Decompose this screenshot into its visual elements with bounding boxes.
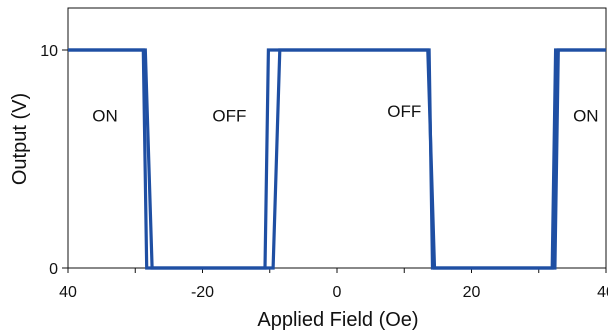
y-tick-label: 10 <box>40 43 58 60</box>
annotations: ON OFF OFF ON <box>92 102 598 125</box>
region-label: ON <box>573 106 599 125</box>
y-axis-title: Output (V) <box>9 93 31 185</box>
series-layer <box>68 48 606 270</box>
axis-titles: Applied Field (Oe) Output (V) <box>9 93 419 331</box>
x-tick-label: 40 <box>59 284 77 301</box>
region-label: OFF <box>212 106 246 125</box>
x-tick-label: 20 <box>463 284 481 301</box>
x-tick-label: 0 <box>333 284 342 301</box>
region-label: ON <box>92 106 118 125</box>
series-line-2 <box>68 48 606 270</box>
x-tick-label: -20 <box>191 284 214 301</box>
series-line-1 <box>68 48 606 270</box>
x-axis-title: Applied Field (Oe) <box>257 309 418 331</box>
x-tick-label: 40 <box>597 284 608 301</box>
tick-labels: 40-2002040010 <box>40 43 608 301</box>
region-label: OFF <box>387 102 421 121</box>
y-tick-label: 0 <box>49 261 58 278</box>
